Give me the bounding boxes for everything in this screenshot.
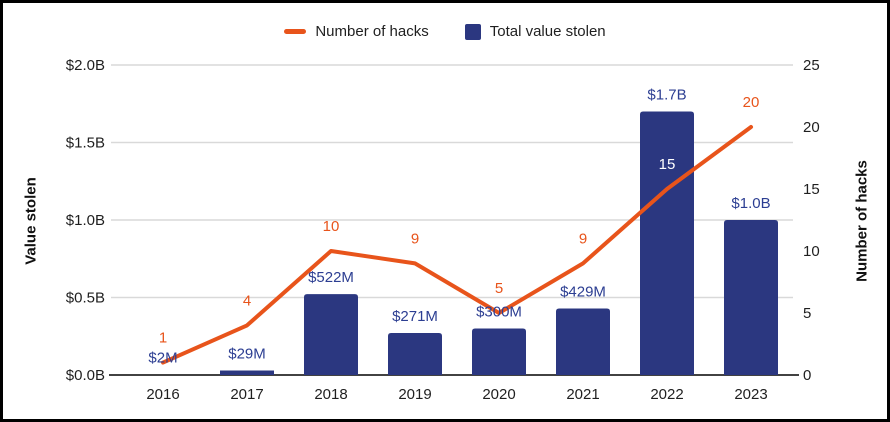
line-value-label: 10	[323, 218, 340, 235]
x-tick-label: 2017	[230, 386, 263, 403]
legend-item-number-of-hacks: Number of hacks	[284, 23, 429, 40]
legend: Number of hacks Total value stolen	[3, 23, 887, 40]
left-tick-label: $0.5B	[66, 290, 105, 307]
bar-value-label: $29M	[228, 346, 266, 363]
line-series-swatch-icon	[284, 29, 307, 34]
line-value-label: 20	[743, 94, 760, 111]
bar	[304, 294, 358, 375]
line-value-label: 9	[579, 230, 587, 247]
right-tick-label: 15	[803, 181, 820, 198]
bar	[472, 328, 526, 375]
bar	[724, 220, 778, 375]
left-tick-label: $0.0B	[66, 367, 105, 384]
bar	[556, 308, 610, 375]
bar-value-label: $2M	[148, 350, 177, 367]
bar-value-label: $429M	[560, 284, 606, 301]
legend-item-total-value-stolen: Total value stolen	[464, 23, 606, 40]
line-value-label: 5	[495, 280, 503, 297]
bar	[220, 370, 274, 375]
line-value-label: 15	[659, 156, 676, 173]
legend-label: Number of hacks	[315, 23, 429, 40]
left-tick-label: $1.0B	[66, 212, 105, 229]
left-tick-label: $2.0B	[66, 57, 105, 74]
x-tick-label: 2021	[566, 386, 599, 403]
bar-value-label: $300M	[476, 304, 522, 321]
x-tick-label: 2020	[482, 386, 515, 403]
bar	[388, 332, 442, 375]
right-tick-label: 5	[803, 305, 811, 322]
bar-value-label: $1.0B	[731, 195, 770, 212]
bar	[640, 111, 694, 375]
bar-value-label: $522M	[308, 269, 354, 286]
right-tick-label: 10	[803, 243, 820, 260]
right-tick-label: 0	[803, 367, 811, 384]
bar-value-label: $271M	[392, 308, 438, 325]
bar-series-swatch-icon	[464, 23, 481, 40]
x-tick-label: 2018	[314, 386, 347, 403]
x-tick-label: 2016	[146, 386, 179, 403]
right-tick-label: 25	[803, 57, 820, 74]
left-tick-label: $1.5B	[66, 135, 105, 152]
bar-value-label: $1.7B	[647, 87, 686, 104]
x-tick-label: 2019	[398, 386, 431, 403]
hacks-line	[161, 125, 753, 365]
x-tick-label: 2023	[734, 386, 767, 403]
line-value-label: 9	[411, 230, 419, 247]
legend-label: Total value stolen	[489, 23, 606, 40]
line-value-label: 1	[159, 330, 167, 347]
right-tick-label: 20	[803, 119, 820, 136]
x-tick-label: 2022	[650, 386, 683, 403]
line-value-label: 4	[243, 292, 251, 309]
